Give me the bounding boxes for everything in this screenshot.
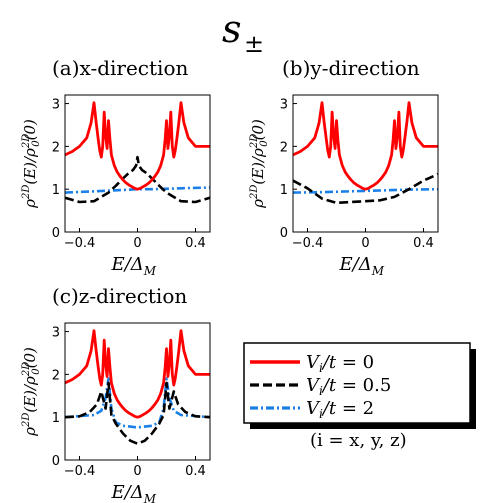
x-axis-label: E/ΔM xyxy=(111,482,157,503)
panel-label: (a)x-direction xyxy=(52,56,188,80)
series-line-1 xyxy=(65,101,210,191)
y-axis-label: ρ2D(E)/ρ2D0(0) xyxy=(249,119,270,209)
plot-frame xyxy=(64,94,211,233)
panel-label: (c)z-direction xyxy=(52,284,187,308)
legend-label: Vi/t = 0 xyxy=(306,352,374,375)
y-tick-label: 1 xyxy=(52,183,60,198)
x-axis-label: E/ΔM xyxy=(111,254,157,278)
x-tick-label: −0.4 xyxy=(292,236,324,251)
panel-1: (a)x-direction 0 1 2 3 −0.4 0 0.4 E/ΔM ρ2D(E)/ρ2D… xyxy=(21,56,211,278)
y-tick-label: 3 xyxy=(52,98,60,113)
legend-entry: Vi/t = 2 xyxy=(250,398,374,421)
y-axis-label: ρ2D(E)/ρ2D0(0) xyxy=(21,347,42,437)
figure-title-main: s xyxy=(222,7,242,51)
series-line-1 xyxy=(293,101,438,191)
panel-3: (c)z-direction 0 1 2 3 −0.4 0 0.4 E/ΔM ρ2D(E)/ρ2D… xyxy=(21,284,211,503)
y-axis-label: ρ2D(E)/ρ2D0(0) xyxy=(21,119,42,209)
plot-frame xyxy=(292,94,439,233)
legend-label: Vi/t = 2 xyxy=(306,398,374,421)
y-tick-label: 2 xyxy=(280,140,288,155)
legend-entry: Vi/t = 0.5 xyxy=(250,375,391,398)
series-line-2 xyxy=(65,381,210,446)
legend-box xyxy=(243,342,471,424)
series-line-3 xyxy=(65,377,210,429)
y-tick-label: 0 xyxy=(280,226,288,241)
series-line-3 xyxy=(65,186,210,194)
y-tick-label: 3 xyxy=(52,326,60,341)
x-tick-label: 0.4 xyxy=(413,236,434,251)
figure-title: s ± xyxy=(222,7,264,58)
x-tick-label: −0.4 xyxy=(64,464,96,479)
panel-label: (b)y-direction xyxy=(282,56,420,80)
x-tick-label: 0.4 xyxy=(185,236,206,251)
y-tick-label: 3 xyxy=(280,98,288,113)
x-tick-label: 0.4 xyxy=(185,464,206,479)
figure-title-sub: ± xyxy=(244,30,264,58)
panel-2: (b)y-direction 0 1 2 3 −0.4 0 0.4 E/ΔM ρ2D(E)/ρ2D… xyxy=(249,56,439,278)
legend-note: (i = x, y, z) xyxy=(310,430,407,451)
series-line-2 xyxy=(293,173,438,205)
x-tick-label: −0.4 xyxy=(64,236,96,251)
legend-label: Vi/t = 0.5 xyxy=(306,375,391,398)
legend: Vi/t = 0Vi/t = 0.5Vi/t = 2 (i = x, y, z) xyxy=(243,342,476,451)
x-axis-label: E/ΔM xyxy=(339,254,385,278)
y-tick-label: 2 xyxy=(52,368,60,383)
x-tick-label: 0 xyxy=(133,464,141,479)
y-tick-label: 2 xyxy=(52,140,60,155)
series-line-1 xyxy=(65,329,210,419)
legend-entry: Vi/t = 0 xyxy=(250,352,374,375)
plot-frame xyxy=(64,322,211,461)
y-tick-label: 0 xyxy=(52,226,60,241)
x-tick-label: 0 xyxy=(133,236,141,251)
y-tick-label: 1 xyxy=(280,183,288,198)
series-line-2 xyxy=(65,155,210,204)
y-tick-label: 1 xyxy=(52,411,60,426)
y-tick-label: 0 xyxy=(52,454,60,469)
x-tick-label: 0 xyxy=(361,236,369,251)
